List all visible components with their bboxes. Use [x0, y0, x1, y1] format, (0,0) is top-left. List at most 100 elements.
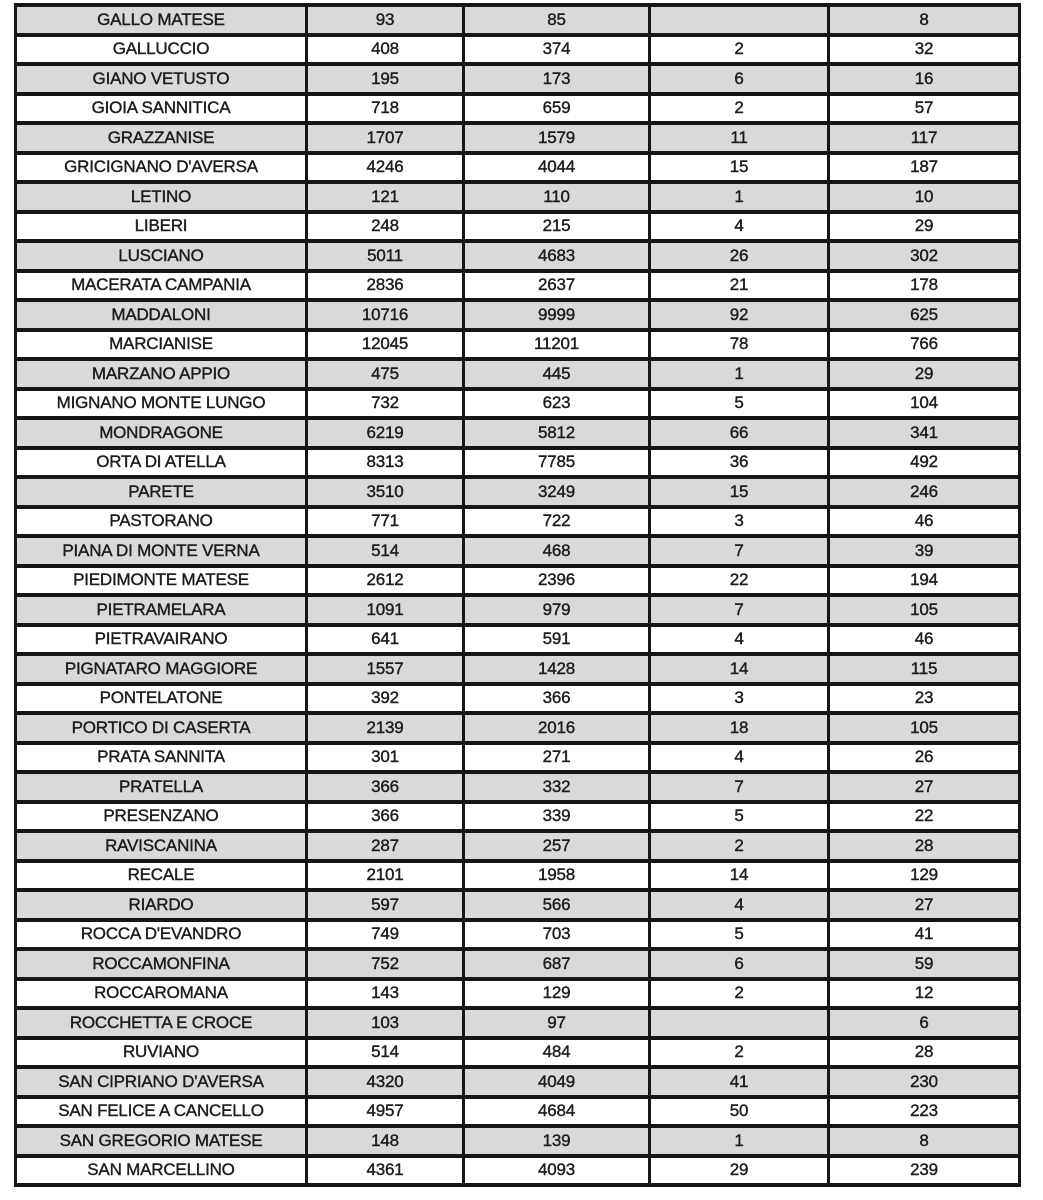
municipality-name-cell: GRAZZANISE	[14, 121, 308, 155]
value-cell: 215	[462, 209, 651, 243]
table-row: MIGNANO MONTE LUNGO 732 623 5 104	[14, 386, 1021, 420]
value-cell: 10716	[305, 298, 465, 332]
value-cell: 9999	[462, 298, 651, 332]
value-cell: 7	[648, 534, 830, 568]
value-cell: 7	[648, 593, 830, 627]
value-cell: 366	[305, 770, 465, 804]
value-cell: 4684	[462, 1094, 651, 1128]
table-row: PARETE 3510 3249 15 246	[14, 475, 1021, 509]
value-cell: 332	[462, 770, 651, 804]
value-cell: 287	[305, 829, 465, 863]
municipality-name-cell: PONTELATONE	[14, 681, 308, 715]
value-cell: 103	[305, 1006, 465, 1040]
value-cell: 301	[305, 740, 465, 774]
municipality-name-cell: RECALE	[14, 858, 308, 892]
value-cell: 6	[648, 62, 830, 96]
value-cell: 110	[462, 180, 651, 214]
municipality-name-cell: PRESENZANO	[14, 799, 308, 833]
value-cell: 115	[827, 652, 1021, 686]
value-cell: 2	[648, 829, 830, 863]
value-cell: 566	[462, 888, 651, 922]
value-cell: 3	[648, 681, 830, 715]
value-cell: 1	[648, 357, 830, 391]
table-row: SAN FELICE A CANCELLO 4957 4684 50 223	[14, 1094, 1021, 1128]
value-cell: 4	[648, 740, 830, 774]
value-cell: 92	[648, 298, 830, 332]
value-cell: 4093	[462, 1153, 651, 1187]
municipality-name-cell: LUSCIANO	[14, 239, 308, 273]
value-cell: 732	[305, 386, 465, 420]
municipality-name-cell: MACERATA CAMPANIA	[14, 268, 308, 302]
municipality-name-cell: GALLO MATESE	[14, 3, 308, 37]
value-cell: 46	[827, 622, 1021, 656]
value-cell: 223	[827, 1094, 1021, 1128]
municipality-name-cell: GALLUCCIO	[14, 32, 308, 66]
table-row: GRICIGNANO D'AVERSA 4246 4044 15 187	[14, 150, 1021, 184]
table-row: MARZANO APPIO 475 445 1 29	[14, 357, 1021, 391]
table-row: GIOIA SANNITICA 718 659 2 57	[14, 91, 1021, 125]
municipality-name-cell: ORTA DI ATELLA	[14, 445, 308, 479]
value-cell: 11	[648, 121, 830, 155]
value-cell: 117	[827, 121, 1021, 155]
value-cell: 7	[648, 770, 830, 804]
value-cell: 257	[462, 829, 651, 863]
value-cell: 339	[462, 799, 651, 833]
value-cell: 979	[462, 593, 651, 627]
value-cell: 8	[827, 1124, 1021, 1158]
value-cell: 752	[305, 947, 465, 981]
value-cell: 6	[827, 1006, 1021, 1040]
value-cell: 4044	[462, 150, 651, 184]
value-cell: 4246	[305, 150, 465, 184]
value-cell: 15	[648, 475, 830, 509]
value-cell: 29	[648, 1153, 830, 1187]
table-row: PIETRAMELARA 1091 979 7 105	[14, 593, 1021, 627]
value-cell	[648, 3, 830, 37]
value-cell: 591	[462, 622, 651, 656]
value-cell: 2	[648, 32, 830, 66]
table-row: PONTELATONE 392 366 3 23	[14, 681, 1021, 715]
value-cell	[648, 1006, 830, 1040]
value-cell: 5	[648, 386, 830, 420]
value-cell: 239	[827, 1153, 1021, 1187]
value-cell: 4683	[462, 239, 651, 273]
table-row: ROCCAROMANA 143 129 2 12	[14, 976, 1021, 1010]
municipality-name-cell: PIETRAVAIRANO	[14, 622, 308, 656]
value-cell: 27	[827, 770, 1021, 804]
table-row: SAN MARCELLINO 4361 4093 29 239	[14, 1153, 1021, 1187]
municipality-name-cell: SAN GREGORIO MATESE	[14, 1124, 308, 1158]
value-cell: 57	[827, 91, 1021, 125]
value-cell: 475	[305, 357, 465, 391]
value-cell: 659	[462, 91, 651, 125]
table-row: LUSCIANO 5011 4683 26 302	[14, 239, 1021, 273]
value-cell: 722	[462, 504, 651, 538]
municipality-name-cell: RAVISCANINA	[14, 829, 308, 863]
table-row: GIANO VETUSTO 195 173 6 16	[14, 62, 1021, 96]
value-cell: 105	[827, 593, 1021, 627]
value-cell: 66	[648, 416, 830, 450]
value-cell: 366	[305, 799, 465, 833]
value-cell: 14	[648, 858, 830, 892]
value-cell: 625	[827, 298, 1021, 332]
value-cell: 187	[827, 150, 1021, 184]
table-row: GALLUCCIO 408 374 2 32	[14, 32, 1021, 66]
municipality-name-cell: RIARDO	[14, 888, 308, 922]
value-cell: 641	[305, 622, 465, 656]
value-cell: 703	[462, 917, 651, 951]
value-cell: 46	[827, 504, 1021, 538]
value-cell: 718	[305, 91, 465, 125]
municipality-name-cell: ROCCAMONFINA	[14, 947, 308, 981]
value-cell: 366	[462, 681, 651, 715]
table-row: GALLO MATESE 93 85 8	[14, 3, 1021, 37]
table-row: PIGNATARO MAGGIORE 1557 1428 14 115	[14, 652, 1021, 686]
table-row: RUVIANO 514 484 2 28	[14, 1035, 1021, 1069]
value-cell: 771	[305, 504, 465, 538]
municipality-name-cell: LIBERI	[14, 209, 308, 243]
value-cell: 1	[648, 180, 830, 214]
value-cell: 4049	[462, 1065, 651, 1099]
value-cell: 104	[827, 386, 1021, 420]
municipality-name-cell: PIANA DI MONTE VERNA	[14, 534, 308, 568]
value-cell: 492	[827, 445, 1021, 479]
value-cell: 2	[648, 976, 830, 1010]
value-cell: 3249	[462, 475, 651, 509]
municipality-data-table: GALLO MATESE 93 85 8 GALLUCCIO 408 374 2 32 GIANO…	[14, 3, 1021, 1187]
